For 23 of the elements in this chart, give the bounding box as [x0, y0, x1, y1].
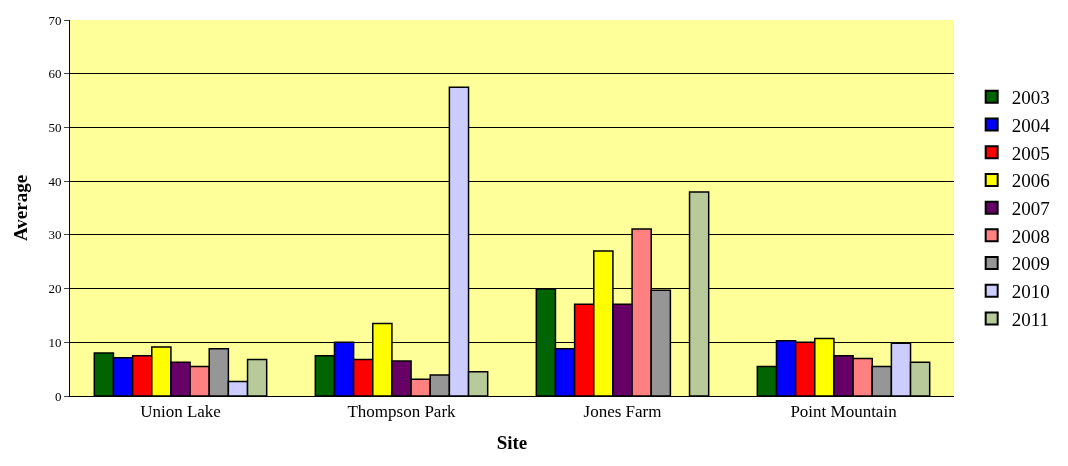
- legend-label: 2010: [1011, 281, 1050, 303]
- y-tick-label: 30: [48, 227, 62, 243]
- legend-label: 2007: [1011, 198, 1050, 220]
- x-tick-label: Jones Farm: [583, 402, 662, 422]
- y-tick-label: 0: [54, 388, 62, 404]
- legend-label: 2011: [1011, 308, 1049, 330]
- legend-label: 2005: [1011, 142, 1050, 164]
- y-tick-label: 70: [48, 12, 62, 28]
- legend-label: 2003: [1011, 87, 1050, 109]
- y-axis-title: Average: [10, 174, 32, 242]
- x-axis-title: Site: [496, 432, 528, 454]
- y-tick-label: 50: [48, 119, 62, 135]
- y-tick-label: 60: [48, 66, 62, 82]
- legend-label: 2008: [1011, 225, 1050, 247]
- x-tick-label: Thompson Park: [347, 402, 457, 422]
- legend-label: 2006: [1011, 170, 1050, 192]
- y-tick-label: 10: [48, 334, 62, 350]
- x-tick-label: Union Lake: [140, 402, 221, 422]
- y-tick-label: 40: [48, 173, 62, 189]
- legend-label: 2009: [1011, 253, 1050, 275]
- legend-label: 2004: [1011, 114, 1051, 136]
- y-tick-label: 20: [48, 281, 62, 297]
- x-tick-label: Point Mountain: [790, 402, 898, 422]
